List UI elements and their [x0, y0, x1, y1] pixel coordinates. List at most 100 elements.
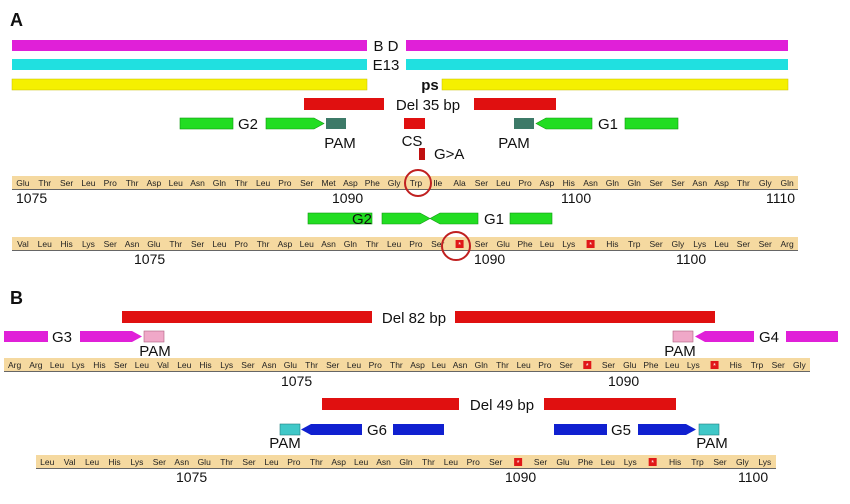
- seq-b1-residue: His: [199, 360, 211, 370]
- seq-b2-residue: Ser: [713, 457, 726, 467]
- seq-a1-residue: Leu: [256, 178, 270, 188]
- g3-arrow: [80, 331, 142, 342]
- seq-b1-residue: Leu: [665, 360, 679, 370]
- seq-a1-residue: Ser: [300, 178, 313, 188]
- seq-b2-residue: His: [108, 457, 120, 467]
- seq-b1-residue: Lys: [72, 360, 85, 370]
- e13-label: E13: [373, 57, 400, 74]
- seq-b1-residue: Leu: [347, 360, 361, 370]
- seq-a1-residue: Phe: [365, 178, 380, 188]
- seq-b2-num-1100: 1100: [738, 469, 768, 485]
- seq-b2-residue: Pro: [467, 457, 481, 467]
- seq-b2-residue: Ser: [534, 457, 547, 467]
- seq-a1-num-1075: 1075: [16, 190, 47, 206]
- pam-box-g1: [514, 118, 534, 129]
- seq-a2-residue: Pro: [235, 239, 249, 249]
- seq-b2-residue: Leu: [85, 457, 99, 467]
- seq-b2-residue: Leu: [444, 457, 458, 467]
- g6-label: G6: [367, 422, 387, 439]
- ps-bar-right: [441, 78, 789, 91]
- seq-a1-residue: Gly: [759, 178, 773, 188]
- seq-b1-residue: Pro: [538, 360, 552, 370]
- seq-a2-residue: Ser: [475, 239, 488, 249]
- seq-b1-residue: Lys: [687, 360, 700, 370]
- seq-a2-residue: His: [60, 239, 72, 249]
- seq-b2-stop-codon: [514, 458, 523, 466]
- seq-b1-residue: Thr: [305, 360, 318, 370]
- highlight-circle-stop: [441, 231, 471, 261]
- seq-a2-residue: Arg: [780, 239, 794, 249]
- seq-b2-residue: Asn: [376, 457, 391, 467]
- seq-b1-residue: Ser: [241, 360, 254, 370]
- seq-a2-residue: Ser: [737, 239, 750, 249]
- seq-a2-residue: Ser: [104, 239, 117, 249]
- seq-b2-num-1090: 1090: [505, 469, 536, 485]
- seq-a2-track: [12, 237, 798, 250]
- seq-a1-residue: Asp: [540, 178, 555, 188]
- seq-a1-residue: Gln: [213, 178, 227, 188]
- seq-a2-residue: Ser: [759, 239, 772, 249]
- seq-a2-residue: Phe: [518, 239, 533, 249]
- seq-a2-residue: Leu: [540, 239, 554, 249]
- seq-a2-residue: Leu: [714, 239, 728, 249]
- seq-a2-residue: Glu: [497, 239, 511, 249]
- g4-bar: [786, 331, 838, 342]
- pam-label-g5: PAM: [696, 435, 727, 452]
- seq-b1-residue: Ser: [326, 360, 339, 370]
- seq-a1-residue: Thr: [737, 178, 750, 188]
- seq-a1-residue: Thr: [235, 178, 248, 188]
- seq-a2-stop-codon: [586, 240, 595, 248]
- g4-label: G4: [759, 329, 779, 346]
- seq-b2-residue: Leu: [354, 457, 368, 467]
- seq-b1-residue: Leu: [432, 360, 446, 370]
- seq-a1-num-1090: 1090: [332, 190, 363, 206]
- mutation-mark: [419, 148, 425, 160]
- seq-b1-residue: Ser: [772, 360, 785, 370]
- seq-a2-residue: Lys: [562, 239, 575, 249]
- seq-b1-stop-codon: [710, 361, 719, 369]
- seq-a2-residues: Val Leu His Lys Ser Asn Glu Thr Ser Leu Pro Thr Asp L…: [17, 239, 794, 249]
- seq-b1-residue: Trp: [751, 360, 764, 370]
- seq-a1-residue: Leu: [81, 178, 95, 188]
- seq-a2-residue: Glu: [147, 239, 161, 249]
- seq-a1-num-1110: 1110: [766, 190, 795, 206]
- seq-a2-residue: Gln: [344, 239, 358, 249]
- mutation-label: G>A: [434, 146, 464, 163]
- seq-b1-residue: Ser: [559, 360, 572, 370]
- seq-a1-residue: Gln: [780, 178, 794, 188]
- del49-bar-left: [322, 398, 459, 410]
- seq-a2-residue: Leu: [212, 239, 226, 249]
- bd-label: B D: [373, 38, 398, 55]
- pam-box-g5: [698, 423, 720, 436]
- seq-a2-residue: Val: [17, 239, 29, 249]
- g1-label: G1: [598, 116, 618, 133]
- seq-a2-residue: Ser: [649, 239, 662, 249]
- seq-b2-stop-codon: [648, 458, 657, 466]
- highlight-circle-trp: [404, 169, 432, 197]
- seq-a1-residue: Gln: [628, 178, 642, 188]
- pam-label-g6: PAM: [269, 435, 300, 452]
- seq-a1-residue: Thr: [126, 178, 139, 188]
- g2-bar-lower: [307, 212, 373, 225]
- seq-a2-residue: Ser: [431, 239, 444, 249]
- pam-box-g2: [326, 118, 346, 129]
- seq-b1-residue: Arg: [29, 360, 43, 370]
- panel-b-letter: B: [10, 288, 23, 308]
- del82-bar-left: [122, 311, 372, 323]
- seq-a1-residue: Pro: [278, 178, 292, 188]
- seq-b1-residue: Asn: [453, 360, 468, 370]
- seq-b1-residue: Lys: [220, 360, 233, 370]
- seq-b1-residue: Leu: [50, 360, 64, 370]
- del35-label: Del 35 bp: [396, 97, 460, 114]
- seq-a2-residue: Gly: [672, 239, 686, 249]
- seq-a2-residue: Leu: [38, 239, 52, 249]
- seq-b1-residue: Ser: [114, 360, 127, 370]
- seq-b1-residue: Leu: [517, 360, 531, 370]
- seq-b1-residue: Val: [157, 360, 169, 370]
- seq-a2-residue: Lys: [82, 239, 95, 249]
- cs-box: [404, 118, 425, 129]
- g1-arrow-lower: [429, 212, 479, 225]
- seq-b1-residue: Pro: [369, 360, 383, 370]
- pam-label-g4: PAM: [664, 343, 695, 360]
- seq-a2-residue: *: [458, 242, 461, 249]
